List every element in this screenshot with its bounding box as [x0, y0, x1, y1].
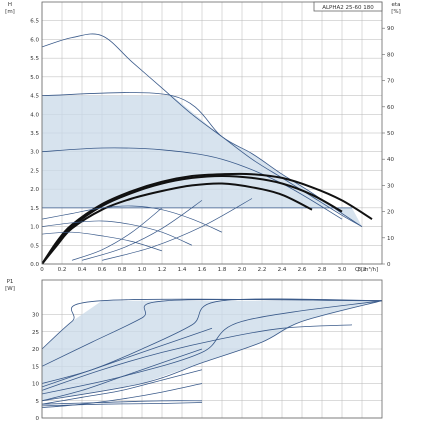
eta-axis-unit: [%] — [391, 9, 401, 15]
q-x-tick-label: 0.6 — [98, 267, 107, 273]
head-y-tick-label: 3.5 — [30, 131, 39, 137]
q-x-tick-label: 0.8 — [118, 267, 127, 273]
head-curve-thin — [42, 220, 193, 246]
power-curve — [42, 369, 203, 405]
head-curve-hatch — [42, 147, 343, 220]
power-curve — [42, 400, 203, 405]
power-plot-frame — [41, 279, 383, 419]
q-x-tick-label: 1.4 — [178, 267, 187, 273]
power-y-tick-label: 10 — [32, 382, 39, 388]
head-panel: 0.0 0.5 1.0 1.5 2.0 2.5 3.0 3.5 4.0 4.5 5.0 5.5 6.0 6… — [5, 1, 401, 273]
eta-y-tick-label: 80 — [387, 52, 394, 58]
model-label-box — [313, 1, 383, 12]
q-x-tick-label: 2.0 — [238, 267, 247, 273]
q-x-tick-label: 3.0 — [338, 267, 347, 273]
power-curve — [42, 402, 203, 407]
power-curve — [42, 324, 353, 391]
head-y-ticks: 0.0 0.5 1.0 1.5 2.0 2.5 3.0 3.5 4.0 4.5 5.0 5.5 6.0 6… — [30, 19, 39, 268]
power-curves — [42, 298, 382, 408]
head-curve-bold — [42, 182, 313, 264]
power-y-tick-label: 25 — [32, 330, 39, 336]
eta-y-tick-label: 0 — [387, 262, 391, 268]
power-y-tick-label: 15 — [32, 364, 39, 370]
power-axis-unit: [W] — [5, 286, 15, 292]
power-curve — [42, 348, 203, 402]
eta-y-tick-label: 90 — [387, 26, 394, 32]
eta-y-tick-label: 40 — [387, 157, 394, 163]
power-y-tick-label: 30 — [32, 313, 39, 319]
q-x-tick-label: 0.2 — [58, 267, 67, 273]
power-curve — [42, 327, 213, 388]
q-x-tick-label: 1.6 — [198, 267, 207, 273]
head-y-tick-label: 4.0 — [30, 112, 39, 118]
head-y-tick-label: 0.5 — [30, 243, 39, 249]
head-y-tick-label: 2.5 — [30, 168, 39, 174]
power-operating-area — [42, 300, 382, 401]
eta-y-tick-label: 50 — [387, 131, 394, 137]
head-y-tick-label: 0.0 — [30, 262, 39, 268]
head-curve-thin — [42, 231, 163, 252]
eta-y-tick-label: 70 — [387, 79, 394, 85]
q-x-tick-label: 2.4 — [278, 267, 287, 273]
head-y-tick-label: 1.0 — [30, 225, 39, 231]
eta-y-tick-label: 30 — [387, 183, 394, 189]
power-y-ticks: 0 5 10 15 20 25 30 — [32, 313, 40, 423]
q-x-tick-label: 1.8 — [218, 267, 227, 273]
power-y-tick-label: 0 — [36, 416, 40, 422]
head-axis-label: H — [8, 2, 12, 8]
head-curve-system — [71, 207, 163, 261]
q-x-tick-label: 2.6 — [298, 267, 307, 273]
power-area-fill — [42, 300, 382, 401]
head-y-tick-label: 6.0 — [30, 37, 39, 43]
eta-y-tick-label: 10 — [387, 236, 394, 242]
power-curve — [42, 300, 382, 395]
eta-y-tick-label: 20 — [387, 210, 394, 216]
head-curve-bold — [42, 172, 373, 264]
head-y-tick-label: 4.5 — [30, 94, 39, 100]
power-curve — [42, 300, 382, 402]
head-curve-system — [81, 200, 203, 261]
head-y-tick-label: 5.5 — [30, 56, 39, 62]
q-x-tick-label: 3.2 — [358, 267, 367, 273]
q-x-tick-label: 0 — [40, 267, 44, 273]
head-curve-hatch — [42, 92, 363, 227]
eta-y-tick-label: 60 — [387, 105, 394, 111]
eta-y-ticks: 0 10 20 30 40 50 60 70 80 90 — [382, 26, 394, 268]
head-curve-bold — [42, 174, 343, 264]
head-y-tick-label: 2.0 — [30, 187, 39, 193]
model-label: ALPHA2 25-60 180 — [322, 5, 374, 11]
power-y-tick-label: 20 — [32, 347, 39, 353]
head-curve-upper — [42, 33, 363, 227]
power-panel: 0 5 10 15 20 25 30 P1 [W] — [5, 279, 383, 423]
head-curve-thin — [42, 205, 223, 233]
q-x-tick-label: 1.2 — [158, 267, 167, 273]
eta-axis-label: eta — [392, 2, 401, 8]
head-y-tick-label: 5.0 — [30, 75, 39, 81]
q-axis-unit: [m³/h] — [361, 266, 378, 273]
head-y-tick-label: 3.0 — [30, 150, 39, 156]
head-y-tick-label: 6.5 — [30, 19, 39, 25]
q-x-tick-label: 2.2 — [258, 267, 267, 273]
q-x-tick-label: 1.0 — [138, 267, 147, 273]
q-axis-label: Q — [355, 267, 360, 273]
head-curves — [42, 33, 373, 264]
q-x-ticks: 0 0.2 0.4 0.6 0.8 1.0 1.2 1.4 1.6 1.8 2.0 2.2 2.4 2.6… — [40, 267, 366, 273]
head-y-tick-label: 1.5 — [30, 206, 39, 212]
q-x-tick-label: 0.4 — [78, 267, 87, 273]
power-curve — [42, 299, 382, 367]
power-axis-label: P1 — [7, 279, 14, 285]
head-axis-unit: [m] — [5, 9, 15, 15]
head-curve-system — [101, 198, 253, 261]
power-y-tick-label: 5 — [36, 399, 40, 405]
q-x-tick-label: 2.8 — [318, 267, 327, 273]
